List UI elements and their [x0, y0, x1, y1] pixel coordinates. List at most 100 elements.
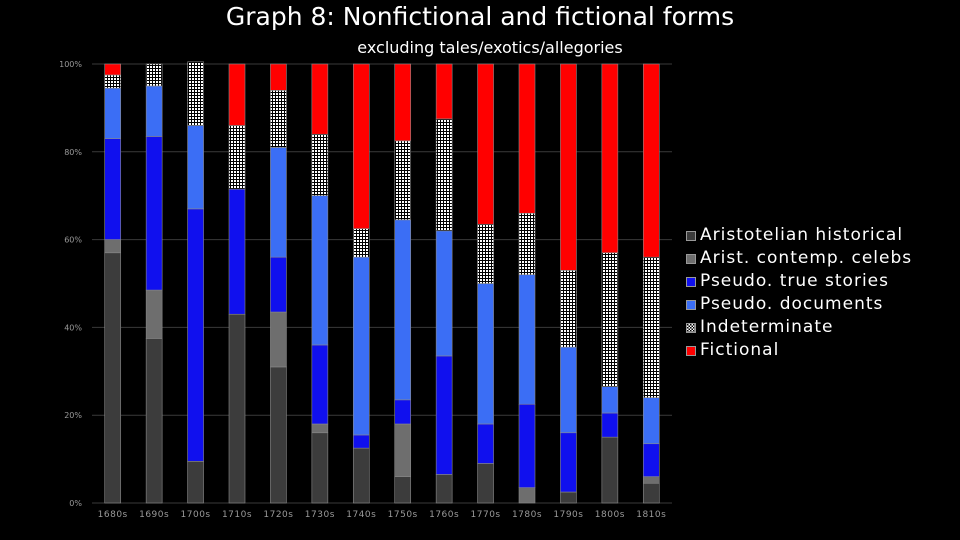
legend-item: Fictional: [686, 339, 912, 362]
bar-segment: [642, 256, 660, 398]
x-tick-label: 1770s: [471, 510, 501, 520]
bar-segment: [228, 313, 246, 504]
bar-segment: [477, 223, 494, 284]
bar-segment: [228, 188, 246, 315]
bar-segment: [352, 228, 370, 258]
x-tick-label: 1810s: [636, 510, 666, 520]
bar-segment: [145, 136, 163, 291]
bar-segment: [642, 443, 660, 477]
bar-segment: [104, 87, 122, 139]
bar-segment: [560, 270, 577, 348]
bar-segment: [518, 274, 536, 405]
bar-segment: [270, 90, 287, 148]
legend-label: Pseudo. documents: [700, 294, 884, 314]
legend-label: Fictional: [700, 340, 780, 360]
bar-segment: [518, 403, 536, 488]
x-tick-label: 1790s: [553, 510, 583, 520]
x-tick-label: 1750s: [388, 510, 418, 520]
bar-segment: [187, 125, 204, 210]
bar-segment: [228, 125, 246, 190]
bar-segment: [601, 436, 619, 504]
bar-segment: [187, 460, 204, 504]
legend-swatch: [686, 276, 696, 287]
legend-swatch: [686, 345, 696, 356]
bar-segment: [477, 463, 494, 504]
bar-segment: [311, 423, 329, 434]
bar-segment: [104, 239, 122, 254]
x-tick-label: 1760s: [429, 510, 459, 520]
y-tick-label: 20%: [64, 411, 82, 420]
y-tick-label: 0%: [69, 499, 82, 508]
bar-segment: [187, 208, 204, 462]
x-tick-label: 1800s: [595, 510, 625, 520]
y-tick-label: 100%: [59, 60, 82, 69]
bar-segment: [104, 63, 122, 76]
bar-segment: [145, 85, 163, 137]
bar-segment: [352, 447, 370, 504]
bar-segment: [477, 283, 494, 425]
bar-segment: [352, 434, 370, 449]
bar-segment: [601, 252, 619, 387]
bar-segment: [435, 474, 453, 504]
bar-segment: [560, 491, 577, 504]
legend-swatch: [686, 230, 696, 241]
bar-segment: [477, 63, 494, 225]
legend-item: Indeterminate: [686, 316, 912, 339]
y-tick-label: 40%: [64, 323, 82, 332]
x-tick-label: 1730s: [305, 510, 335, 520]
bar-segment: [642, 397, 660, 445]
bar-segment: [145, 289, 163, 339]
bar-segment: [394, 219, 412, 401]
bar-segment: [394, 63, 412, 142]
bar-segment: [104, 74, 122, 89]
bar-segment: [311, 432, 329, 504]
legend-item: Aristotelian historical: [686, 224, 912, 247]
bar-segment: [145, 338, 163, 504]
bar-segment: [311, 195, 329, 346]
y-tick-label: 60%: [64, 236, 82, 245]
bar-segment: [228, 63, 246, 126]
legend-label: Pseudo. true stories: [700, 271, 889, 291]
legend-label: Aristotelian historical: [700, 225, 904, 245]
bar-segment: [560, 346, 577, 434]
legend-item: Pseudo. true stories: [686, 270, 912, 293]
chart-title: Graph 8: Nonfictional and fictional form…: [225, 2, 735, 31]
bar-segment: [560, 432, 577, 493]
bar-segment: [352, 63, 370, 229]
x-tick-label: 1740s: [346, 510, 376, 520]
bar-segment: [477, 423, 494, 464]
bar-segment: [270, 256, 287, 313]
bar-segment: [435, 118, 453, 232]
legend-label: Arist. contemp. celebs: [700, 248, 913, 268]
bar-segment: [642, 63, 660, 258]
bar-segment: [435, 230, 453, 357]
x-tick-label: 1700s: [181, 510, 211, 520]
bar-segment: [145, 63, 163, 87]
bar-segment: [311, 133, 329, 197]
bar-segment: [394, 399, 412, 425]
y-tick-label: 80%: [64, 148, 82, 157]
legend-swatch: [686, 299, 696, 310]
x-tick-label: 1780s: [512, 510, 542, 520]
bar-segment: [642, 476, 660, 484]
bar-segment: [187, 61, 204, 126]
bar-segment: [601, 63, 619, 254]
legend-item: Arist. contemp. celebs: [686, 247, 912, 270]
bar-segment: [104, 138, 122, 240]
x-tick-label: 1690s: [139, 510, 169, 520]
legend-label: Indeterminate: [700, 317, 834, 337]
bar-segment: [270, 147, 287, 258]
legend-swatch: [686, 322, 696, 333]
bar-segment: [435, 355, 453, 475]
bar-segment: [270, 63, 287, 91]
chart-legend: Aristotelian historical Arist. contemp. c…: [686, 224, 912, 362]
bar-segment: [518, 487, 536, 504]
bar-segment: [394, 423, 412, 477]
legend-swatch: [686, 253, 696, 264]
bar-segment: [394, 140, 412, 221]
chart-subtitle: excluding tales/exotics/allegories: [357, 38, 623, 57]
bar-segment: [311, 344, 329, 425]
bar-segment: [270, 311, 287, 368]
bar-segment: [394, 476, 412, 504]
bar-segment: [642, 482, 660, 504]
